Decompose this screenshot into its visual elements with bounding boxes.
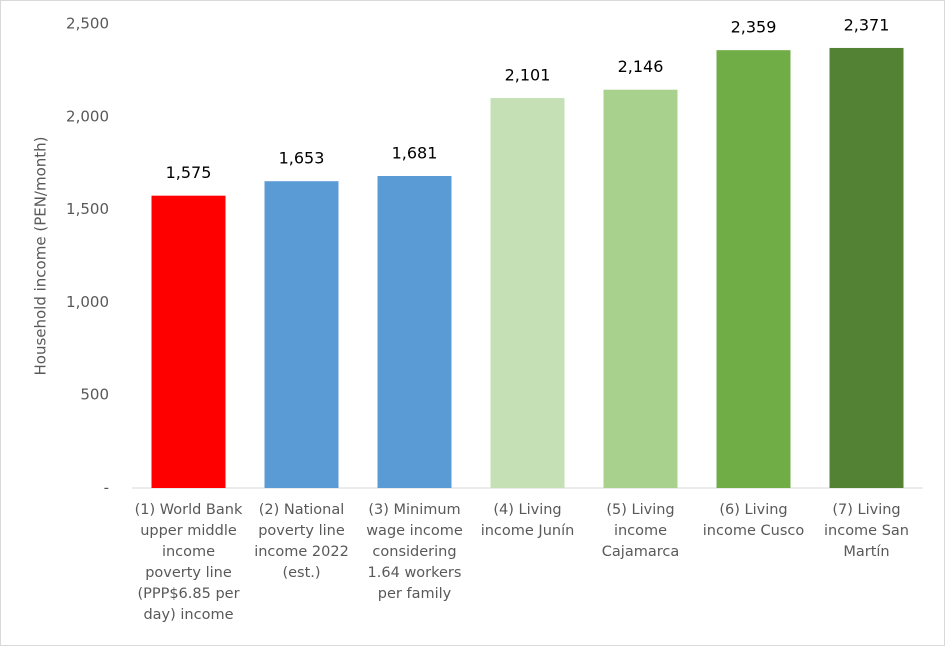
x-tick-label: (7) Living income San Martín	[824, 502, 909, 560]
x-tick-label: (1) World Bank upper middle income pover…	[134, 502, 243, 623]
y-axis-label: Household income (PEN/month)	[32, 136, 50, 375]
y-tick-label: 500	[80, 386, 109, 404]
value-label: 2,101	[505, 66, 551, 85]
bar	[151, 195, 226, 488]
bar	[490, 98, 565, 489]
x-tick-label: (3) Minimum wage income considering 1.64…	[366, 502, 463, 602]
y-tick-label: -	[104, 479, 109, 497]
value-label: 1,681	[392, 144, 438, 163]
x-tick-label: (4) Living income Junín	[480, 502, 575, 539]
y-tick-label: 1,500	[66, 200, 109, 218]
bar	[264, 181, 339, 489]
value-label: 2,359	[731, 18, 777, 37]
bar	[603, 89, 678, 489]
y-tick-label: 2,500	[66, 15, 109, 33]
x-tick-label: (2) National poverty line income 2022 (e…	[254, 502, 349, 581]
bar	[829, 47, 904, 489]
value-label: 1,653	[279, 149, 325, 168]
y-tick-label: 2,000	[66, 107, 109, 125]
bar	[716, 50, 791, 488]
value-label: 2,146	[618, 57, 664, 76]
x-tick-label: (6) Living income Cusco	[702, 502, 805, 539]
x-tick-label: (5) Living income Cajamarca	[601, 502, 680, 560]
y-tick-label: 1,000	[66, 293, 109, 311]
bar	[377, 176, 452, 488]
value-label: 1,575	[166, 163, 212, 182]
value-label: 2,371	[844, 15, 890, 34]
